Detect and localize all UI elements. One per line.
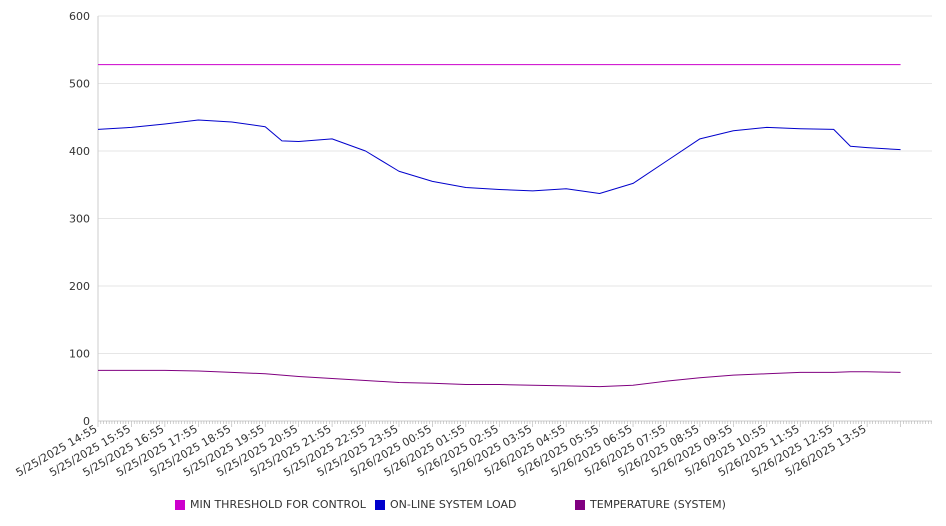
legend-swatch-threshold xyxy=(175,499,185,510)
legend-label-threshold: MIN THRESHOLD FOR CONTROL xyxy=(190,498,366,511)
grid-layer xyxy=(98,15,932,354)
legend-swatch-system-load xyxy=(375,499,385,510)
axis-layer xyxy=(97,16,932,427)
y-tick-label-300: 300 xyxy=(69,213,90,226)
y-tick-labels: 0 100 200 300 400 500 600 xyxy=(69,10,90,428)
legend-swatch-temperature xyxy=(575,499,585,510)
legend-label-temperature: TEMPERATURE (SYSTEM) xyxy=(590,498,726,511)
series-layer xyxy=(97,64,901,388)
y-tick-label-400: 400 xyxy=(69,145,90,158)
legend-label-system-load: ON-LINE SYSTEM LOAD xyxy=(390,498,517,511)
series-line-2 xyxy=(98,369,901,388)
x-tick-labels: 5/25/2025 14:555/25/2025 15:555/25/2025 … xyxy=(14,422,869,479)
y-tick-label-200: 200 xyxy=(69,280,90,293)
y-tick-label-500: 500 xyxy=(69,78,90,91)
y-tick-label-100: 100 xyxy=(69,348,90,361)
line-chart: 0 100 200 300 400 500 600 5/25/2025 14:555/25/… xyxy=(14,10,932,479)
legend-item-system-load: ON-LINE SYSTEM LOAD xyxy=(375,498,516,511)
y-tick-label-0: 0 xyxy=(83,415,90,428)
series-line-1 xyxy=(97,119,901,195)
legend: MIN THRESHOLD FOR CONTROL ON-LINE SYSTEM… xyxy=(0,498,946,514)
legend-item-temperature: TEMPERATURE (SYSTEM) xyxy=(575,498,726,511)
y-tick-label-600: 600 xyxy=(69,10,90,23)
legend-item-threshold: MIN THRESHOLD FOR CONTROL xyxy=(175,498,366,511)
